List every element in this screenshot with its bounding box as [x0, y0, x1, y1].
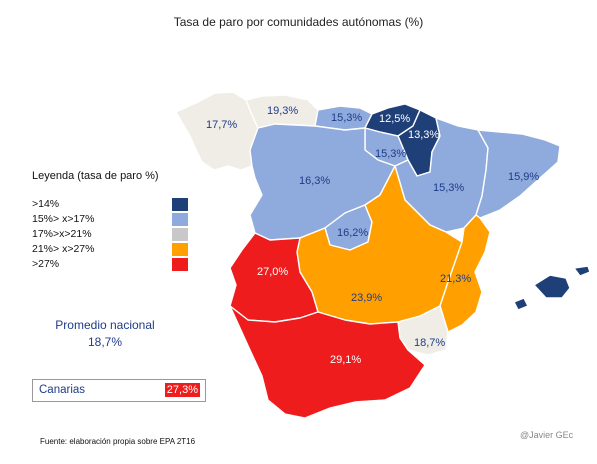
- region-valencia[interactable]: [439, 214, 491, 333]
- label-la-rioja: 15,3%: [375, 148, 406, 160]
- legend-label: 17%>x>21%: [32, 228, 92, 240]
- label-baleares: 13,0%: [526, 263, 557, 275]
- legend-swatch: [172, 228, 188, 241]
- region-andalucia[interactable]: [229, 305, 426, 419]
- legend-item: 21%> x>27%: [32, 243, 222, 257]
- legend-swatch: [172, 198, 188, 211]
- national-average-value: 18,7%: [87, 335, 123, 349]
- legend-item: >27%: [32, 258, 222, 272]
- author-credit: @Javier GEc: [520, 430, 574, 440]
- region-galicia[interactable]: [175, 91, 259, 171]
- label-castilla-leon: 16,3%: [299, 175, 330, 187]
- legend-label: 15%> x>17%: [32, 213, 95, 225]
- legend-swatch: [172, 213, 188, 226]
- label-aragon: 15,3%: [433, 182, 464, 194]
- region-baleares[interactable]: [533, 274, 571, 299]
- label-valencia: 21,3%: [440, 273, 471, 285]
- legend-label: 21%> x>27%: [32, 243, 95, 255]
- label-cantabria: 15,3%: [331, 112, 362, 124]
- legend-title: Leyenda (tasa de paro %): [32, 170, 159, 182]
- label-andalucia: 29,1%: [330, 354, 361, 366]
- label-pais-vasco: 12,5%: [379, 113, 410, 125]
- legend-label: >27%: [32, 258, 60, 270]
- source-note: Fuente: elaboración propia sobre EPA 2T1…: [40, 437, 196, 446]
- legend-item: 15%> x>17%: [32, 213, 222, 227]
- label-cataluna: 15,9%: [508, 171, 539, 183]
- canarias-label: Canarias: [39, 384, 86, 396]
- map-title: Tasa de paro por comunidades autónomas (…: [173, 15, 424, 29]
- legend-item: >14%: [32, 198, 222, 212]
- legend-swatch: [172, 243, 188, 256]
- label-castilla-la-mancha: 23,9%: [351, 292, 382, 304]
- region-baleares-menorca[interactable]: [573, 265, 591, 277]
- label-extremadura: 27,0%: [257, 266, 288, 278]
- legend-swatch: [172, 258, 188, 271]
- label-asturias: 19,3%: [267, 105, 298, 117]
- region-baleares-ibiza[interactable]: [513, 297, 529, 311]
- label-navarra: 13,3%: [408, 129, 439, 141]
- canarias-value: 27,3%: [163, 382, 201, 398]
- region-cataluna[interactable]: [475, 129, 561, 219]
- label-galicia: 17,7%: [206, 119, 237, 131]
- label-murcia: 18,7%: [414, 337, 445, 349]
- label-madrid: 16,2%: [337, 227, 368, 239]
- legend-label: >14%: [32, 198, 60, 210]
- canarias-box[interactable]: Canarias 27,3%: [32, 379, 206, 402]
- legend-item: 17%>x>21%: [32, 228, 222, 242]
- national-average-title: Promedio nacional: [55, 318, 155, 332]
